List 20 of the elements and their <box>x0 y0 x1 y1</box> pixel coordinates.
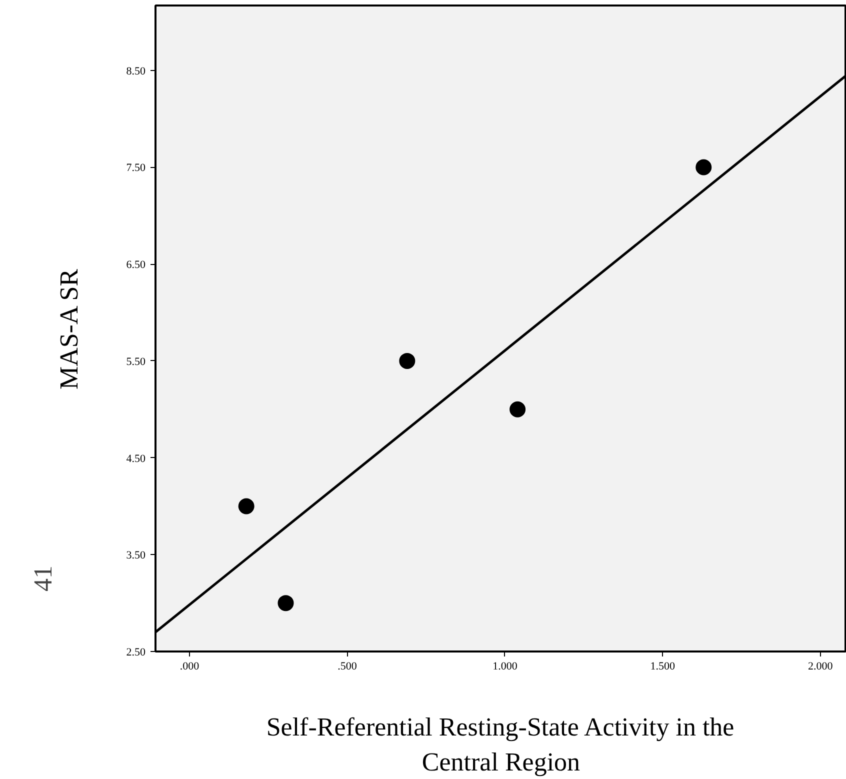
point <box>510 401 526 418</box>
point <box>399 352 416 369</box>
y-tick-label: 3.50 <box>126 550 146 562</box>
x-tick-label: .000 <box>180 660 200 672</box>
y-tick-label: 8.50 <box>126 65 146 78</box>
y-tick-label: 6.50 <box>126 259 146 272</box>
point <box>696 159 712 176</box>
x-tick-label: 2.000 <box>808 660 834 672</box>
y-tick-label: 4.50 <box>126 452 146 465</box>
x-tick-label: 1.000 <box>492 660 518 672</box>
text: 41 <box>28 566 58 592</box>
y-tick-label: 7.50 <box>126 162 146 174</box>
x-tick-label: 1.500 <box>650 660 676 672</box>
point <box>278 595 294 612</box>
x-axis-title: Self-Referential Resting-State Activity in the Central Region <box>266 712 734 776</box>
y-tick-label: 5.50 <box>126 356 146 368</box>
y-tick-label: 2.50 <box>126 646 146 658</box>
y-axis-title: MAS-A SR <box>54 268 84 390</box>
x-tick-label: .500 <box>338 660 358 672</box>
point <box>238 498 254 514</box>
